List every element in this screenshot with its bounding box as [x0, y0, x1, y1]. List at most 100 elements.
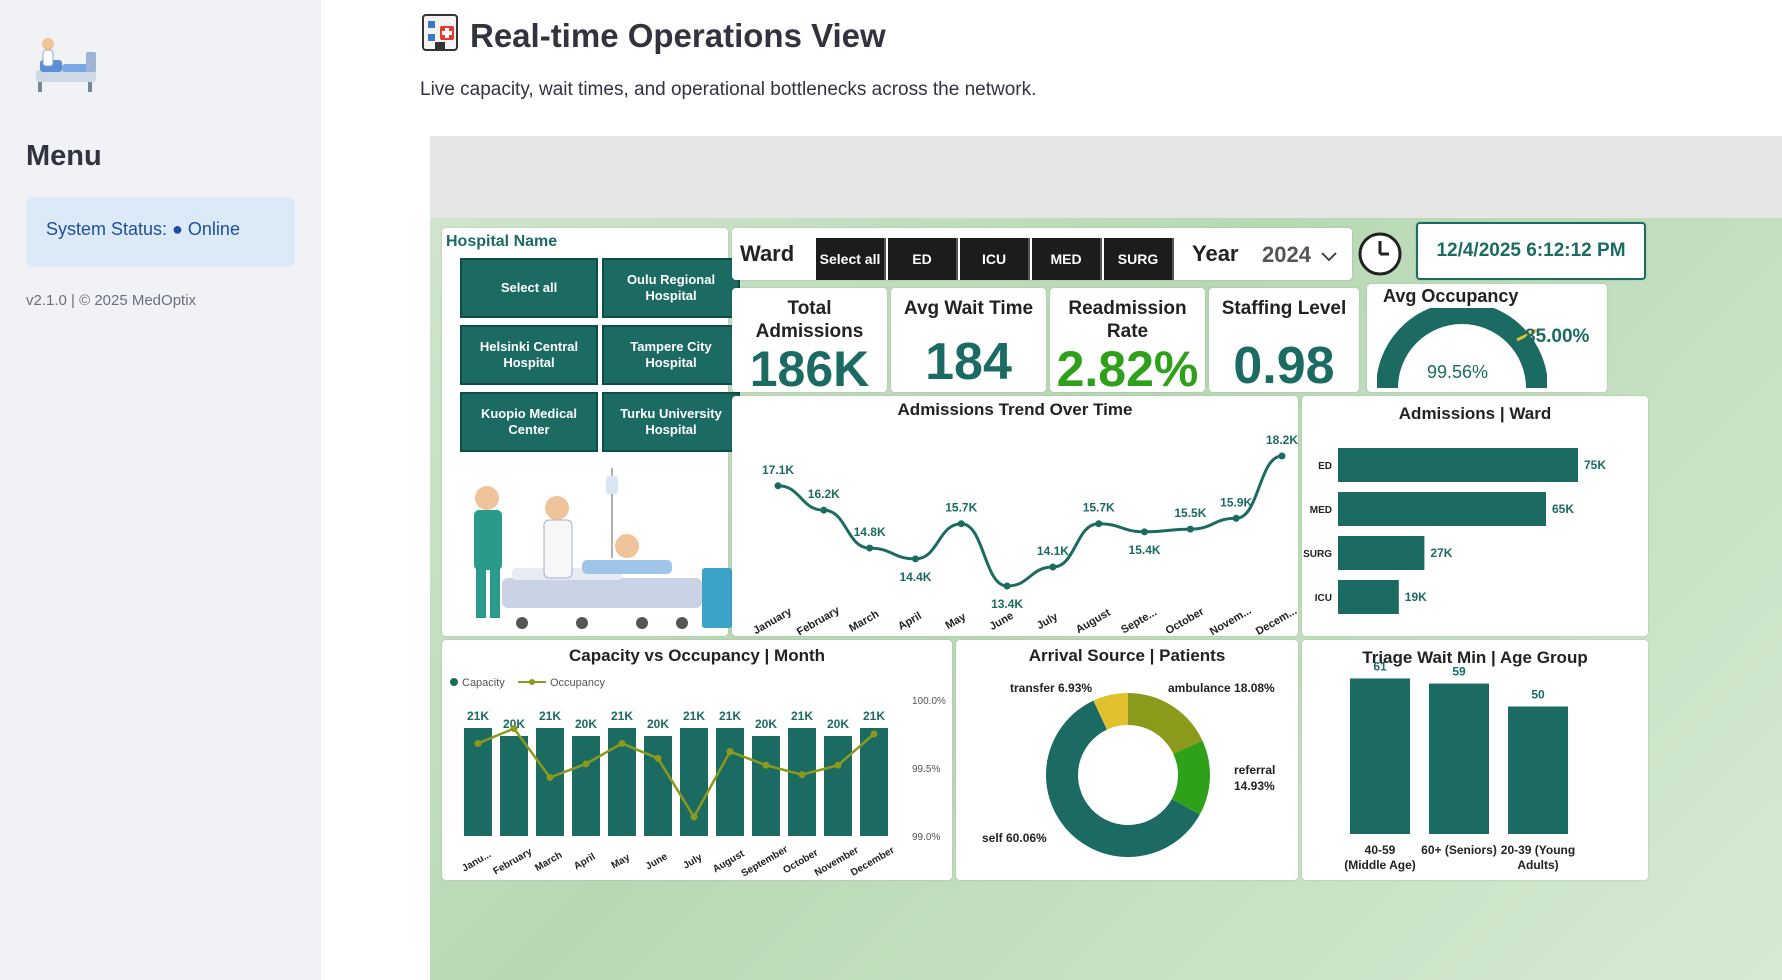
- occupancy-point: [762, 761, 770, 769]
- triage-data-label: 50: [1531, 688, 1545, 702]
- arrival-label-ambulance: ambulance 18.08%: [1168, 681, 1275, 695]
- capacity-bar: [572, 736, 600, 836]
- chevron-down-icon: [1321, 242, 1337, 268]
- arrival-source-title: Arrival Source | Patients: [1028, 646, 1226, 665]
- occupancy-point: [726, 748, 734, 756]
- hospital-option-kuopio[interactable]: Kuopio Medical Center: [460, 392, 598, 452]
- page-title: Real-time Operations View: [420, 12, 886, 60]
- trend-point: [774, 482, 782, 490]
- capacity-data-label: 20K: [827, 717, 849, 731]
- trend-data-label: 15.7K: [1083, 501, 1115, 515]
- trend-x-tick: April: [896, 610, 924, 633]
- capacity-bar: [788, 728, 816, 836]
- capacity-data-label: 20K: [575, 717, 597, 731]
- triage-data-label: 59: [1452, 665, 1466, 679]
- arrival-slice: [1046, 700, 1200, 857]
- hospital-option-turku[interactable]: Turku University Hospital: [602, 392, 740, 452]
- capacity-occupancy-title: Capacity vs Occupancy | Month: [568, 646, 826, 665]
- kpi-avg-occupancy: Avg Occupancy 99.56% 85.00%: [1367, 284, 1607, 392]
- trend-data-label: 17.1K: [762, 463, 794, 477]
- capacity-bar: [752, 736, 780, 836]
- ward-year-slicer: Ward Select all ED ICU MED SURG Year 202…: [732, 228, 1352, 280]
- capacity-data-label: 21K: [539, 709, 561, 723]
- ward-bar: [1338, 580, 1399, 614]
- trend-point: [1095, 520, 1103, 528]
- capacity-data-label: 21K: [683, 709, 705, 723]
- admissions-trend-plot: 17.1K January 16.2K February 14.8K March 14.4K…: [751, 433, 1298, 636]
- datetime-value: 12/4/2025 6:12:12 PM: [1436, 240, 1626, 261]
- medical-staff-illustration: [462, 468, 742, 634]
- trend-data-label: 15.5K: [1174, 506, 1206, 520]
- ward-bar: [1338, 492, 1546, 526]
- capacity-x-tick: June: [644, 851, 670, 872]
- page-title-text: Real-time Operations View: [470, 17, 886, 54]
- capacity-x-tick: Janu...: [460, 849, 493, 874]
- trend-point: [957, 520, 965, 528]
- trend-point: [1003, 582, 1011, 590]
- ward-bar: [1338, 536, 1425, 570]
- capacity-x-tick: July: [681, 852, 704, 872]
- arrival-label-self: self 60.06%: [982, 831, 1047, 845]
- arrival-source-chart: Arrival Source | Patients transfer 6.93%…: [956, 640, 1298, 880]
- triage-bar: [1429, 683, 1489, 834]
- hospital-option-oulu[interactable]: Oulu Regional Hospital: [602, 258, 740, 318]
- triage-bar: [1350, 678, 1410, 834]
- capacity-x-tick: April: [572, 851, 597, 872]
- trend-x-tick: February: [795, 604, 843, 636]
- ward-option-ed[interactable]: ED: [888, 238, 958, 280]
- kpi-occupancy-title: Avg Occupancy: [1383, 286, 1519, 306]
- triage-x-tick: 60+ (Seniors): [1421, 843, 1497, 857]
- trend-data-label: 14.8K: [854, 525, 886, 539]
- ward-option-icu[interactable]: ICU: [960, 238, 1030, 280]
- datetime-card: 12/4/2025 6:12:12 PM: [1416, 222, 1646, 280]
- triage-data-label: 61: [1373, 659, 1387, 673]
- trend-x-tick: Novem...: [1208, 605, 1254, 636]
- capacity-bar: [860, 728, 888, 836]
- year-dropdown[interactable]: 2024: [1262, 238, 1344, 272]
- trend-point: [1232, 514, 1240, 522]
- triage-wait-title: Triage Wait Min | Age Group: [1362, 648, 1588, 667]
- trend-data-label: 15.4K: [1129, 543, 1161, 557]
- ward-option-med[interactable]: MED: [1032, 238, 1102, 280]
- hospital-icon: [420, 12, 460, 60]
- kpi-occupancy-target: 85.00%: [1525, 326, 1590, 347]
- arrival-slice: [1128, 693, 1203, 754]
- capacity-data-label: 20K: [755, 717, 777, 731]
- capacity-data-label: 21K: [467, 709, 489, 723]
- capacity-data-label: 21K: [791, 709, 813, 723]
- trend-point: [866, 544, 874, 552]
- triage-x-tick: (Middle Age): [1344, 858, 1416, 872]
- trend-x-tick: March: [847, 608, 881, 635]
- hospital-option-select-all[interactable]: Select all: [460, 258, 598, 318]
- trend-data-label: 14.4K: [899, 570, 931, 584]
- kpi-avg-wait: Avg Wait Time 184: [891, 288, 1046, 392]
- hospital-slicer-title: Hospital Name: [446, 233, 558, 250]
- trend-data-label: 16.2K: [808, 487, 840, 501]
- kpi-staffing: Staffing Level 0.98: [1209, 288, 1359, 395]
- trend-data-label: 15.9K: [1220, 495, 1252, 509]
- clock-icon: [1356, 230, 1404, 278]
- trend-point: [911, 555, 919, 563]
- admissions-ward-plot: ED 75K MED 65K SURG 27K ICU 19K: [1303, 448, 1606, 614]
- arrival-slice: [1171, 740, 1210, 815]
- kpi-readmission-value: 2.82%: [1056, 341, 1199, 397]
- year-value: 2024: [1262, 242, 1311, 267]
- hospital-option-tampere[interactable]: Tampere City Hospital: [602, 325, 740, 385]
- kpi-total-admissions: Total Admissions 186K: [732, 288, 887, 397]
- trend-x-tick: October: [1164, 605, 1207, 636]
- trend-point: [820, 506, 828, 514]
- capacity-x-tick: March: [533, 850, 564, 874]
- triage-bar: [1508, 706, 1568, 834]
- ward-option-select-all[interactable]: Select all: [816, 238, 886, 280]
- kpi-staffing-title: Staffing Level: [1221, 298, 1347, 319]
- triage-x-tick: 20-39 (Young: [1501, 843, 1575, 857]
- trend-point: [1049, 563, 1057, 571]
- triage-x-tick: 40-59: [1365, 843, 1396, 857]
- capacity-occupancy-chart: Capacity vs Occupancy | Month Capacity Oc…: [442, 640, 952, 880]
- capacity-bar: [536, 728, 564, 836]
- admissions-ward-title: Admissions | Ward: [1398, 404, 1552, 423]
- ward-option-surg[interactable]: SURG: [1104, 238, 1174, 280]
- admissions-trend-title: Admissions Trend Over Time: [897, 400, 1133, 419]
- capacity-bar: [824, 736, 852, 836]
- hospital-option-helsinki[interactable]: Helsinki Central Hospital: [460, 325, 598, 385]
